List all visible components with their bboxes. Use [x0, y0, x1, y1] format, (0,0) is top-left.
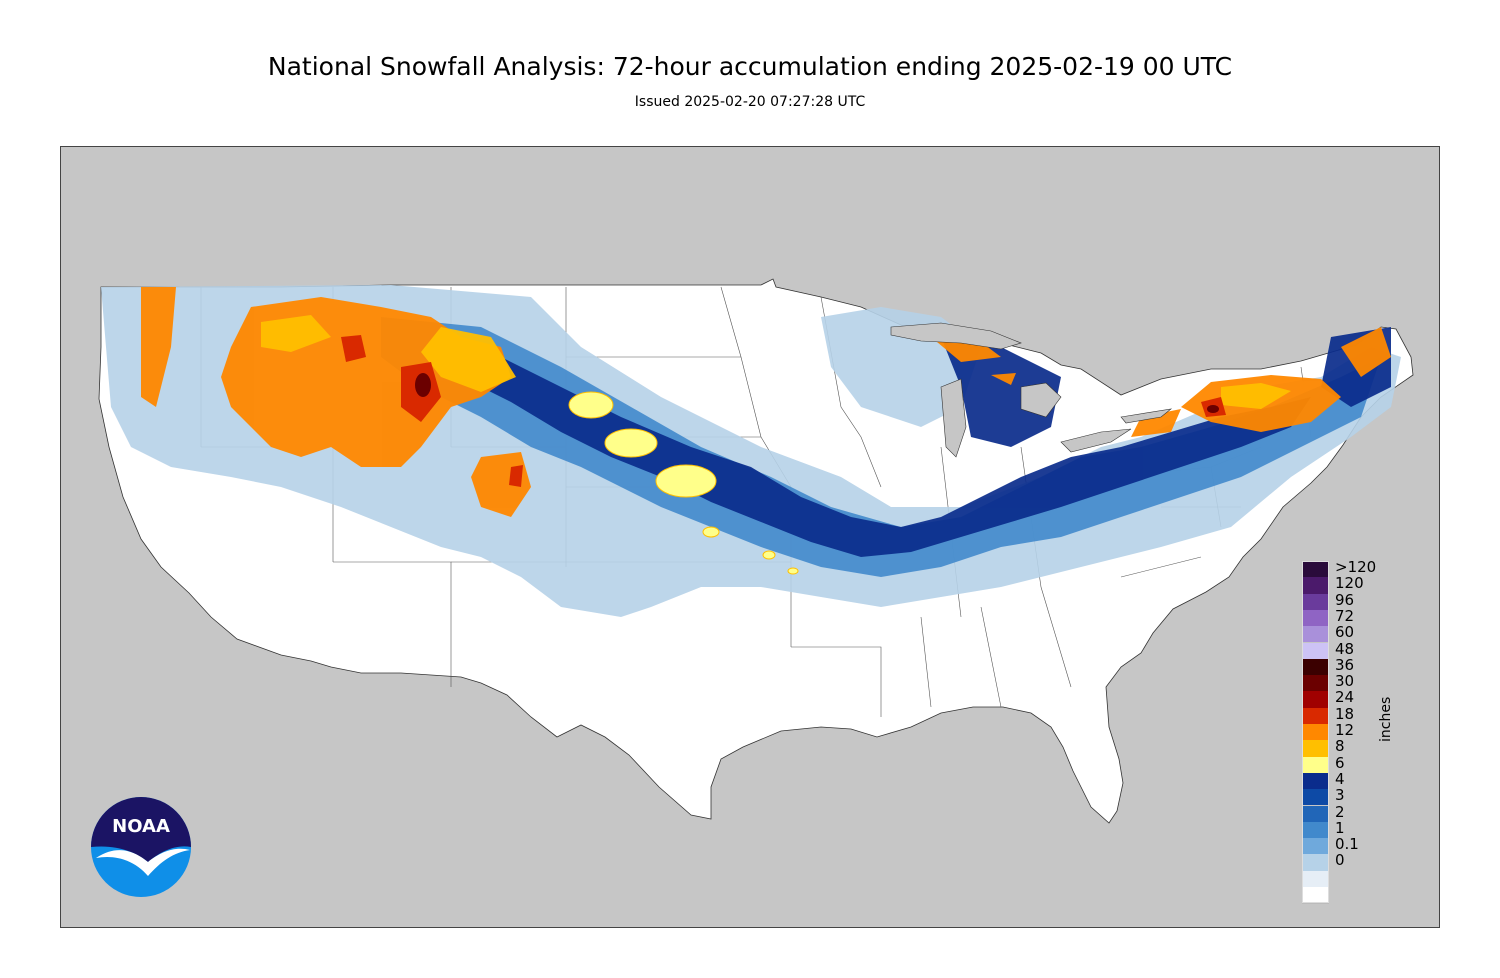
legend-colorbar-frame	[1302, 561, 1329, 904]
legend-label: 30	[1335, 672, 1355, 691]
legend-swatch	[1302, 593, 1329, 610]
legend-label: 6	[1335, 753, 1345, 772]
legend-label: 8	[1335, 737, 1345, 756]
snow-yellow	[568, 391, 799, 575]
legend-swatch	[1302, 675, 1329, 692]
legend-label: 36	[1335, 655, 1355, 674]
legend-swatch	[1302, 707, 1329, 724]
legend-label: 24	[1335, 688, 1355, 707]
legend-label: >120	[1335, 558, 1377, 576]
legend-swatch	[1302, 724, 1329, 741]
legend-swatch	[1302, 561, 1329, 578]
legend-swatch	[1302, 756, 1329, 773]
legend-swatch	[1302, 854, 1329, 871]
legend-label: 48	[1335, 639, 1355, 658]
legend-label: 0.1	[1335, 835, 1359, 854]
legend-swatch	[1302, 838, 1329, 855]
map-title: National Snowfall Analysis: 72-hour accu…	[267, 52, 1233, 81]
snow-gold	[261, 315, 1291, 409]
legend-label: 18	[1335, 704, 1355, 723]
legend-label: 0	[1335, 851, 1345, 870]
snow-medium	[381, 317, 1381, 577]
legend-swatch	[1302, 789, 1329, 806]
snow-maroon	[415, 373, 1219, 413]
legend-swatch	[1302, 821, 1329, 839]
snowfall-map	[60, 146, 1440, 928]
legend-swatch	[1302, 642, 1329, 659]
legend-label: 60	[1335, 623, 1355, 642]
legend: >120 120 96 72 60 48 36 30 24 18 12 8 6 4 3 2 1 0.1 0	[1302, 558, 1442, 905]
legend-swatch	[1302, 626, 1329, 643]
legend-swatch	[1302, 772, 1329, 790]
legend-label: 3	[1335, 786, 1345, 805]
legend-label: 72	[1335, 606, 1355, 625]
legend-swatch	[1302, 740, 1329, 757]
legend-label: 2	[1335, 802, 1345, 821]
legend-label: 96	[1335, 590, 1355, 609]
legend-swatch	[1302, 658, 1329, 676]
legend-label: 120	[1335, 574, 1364, 593]
noaa-logo: NOAA	[90, 796, 192, 898]
legend-unit-label: inches	[1378, 696, 1394, 742]
legend-label: 12	[1335, 721, 1355, 739]
great-lakes	[890, 322, 1173, 458]
legend-label: 4	[1335, 769, 1345, 788]
legend-swatch	[1302, 805, 1329, 822]
map-canvas	[98, 278, 1414, 824]
legend-label: 1	[1335, 818, 1345, 837]
noaa-logo-text: NOAA	[112, 816, 170, 837]
legend-swatch	[1302, 870, 1329, 887]
legend-swatch	[1302, 577, 1329, 594]
legend-swatch	[1302, 609, 1329, 627]
legend-swatch	[1302, 691, 1329, 708]
legend-swatch	[1302, 887, 1329, 905]
issued-timestamp: Issued 2025-02-20 07:27:28 UTC	[634, 94, 866, 110]
